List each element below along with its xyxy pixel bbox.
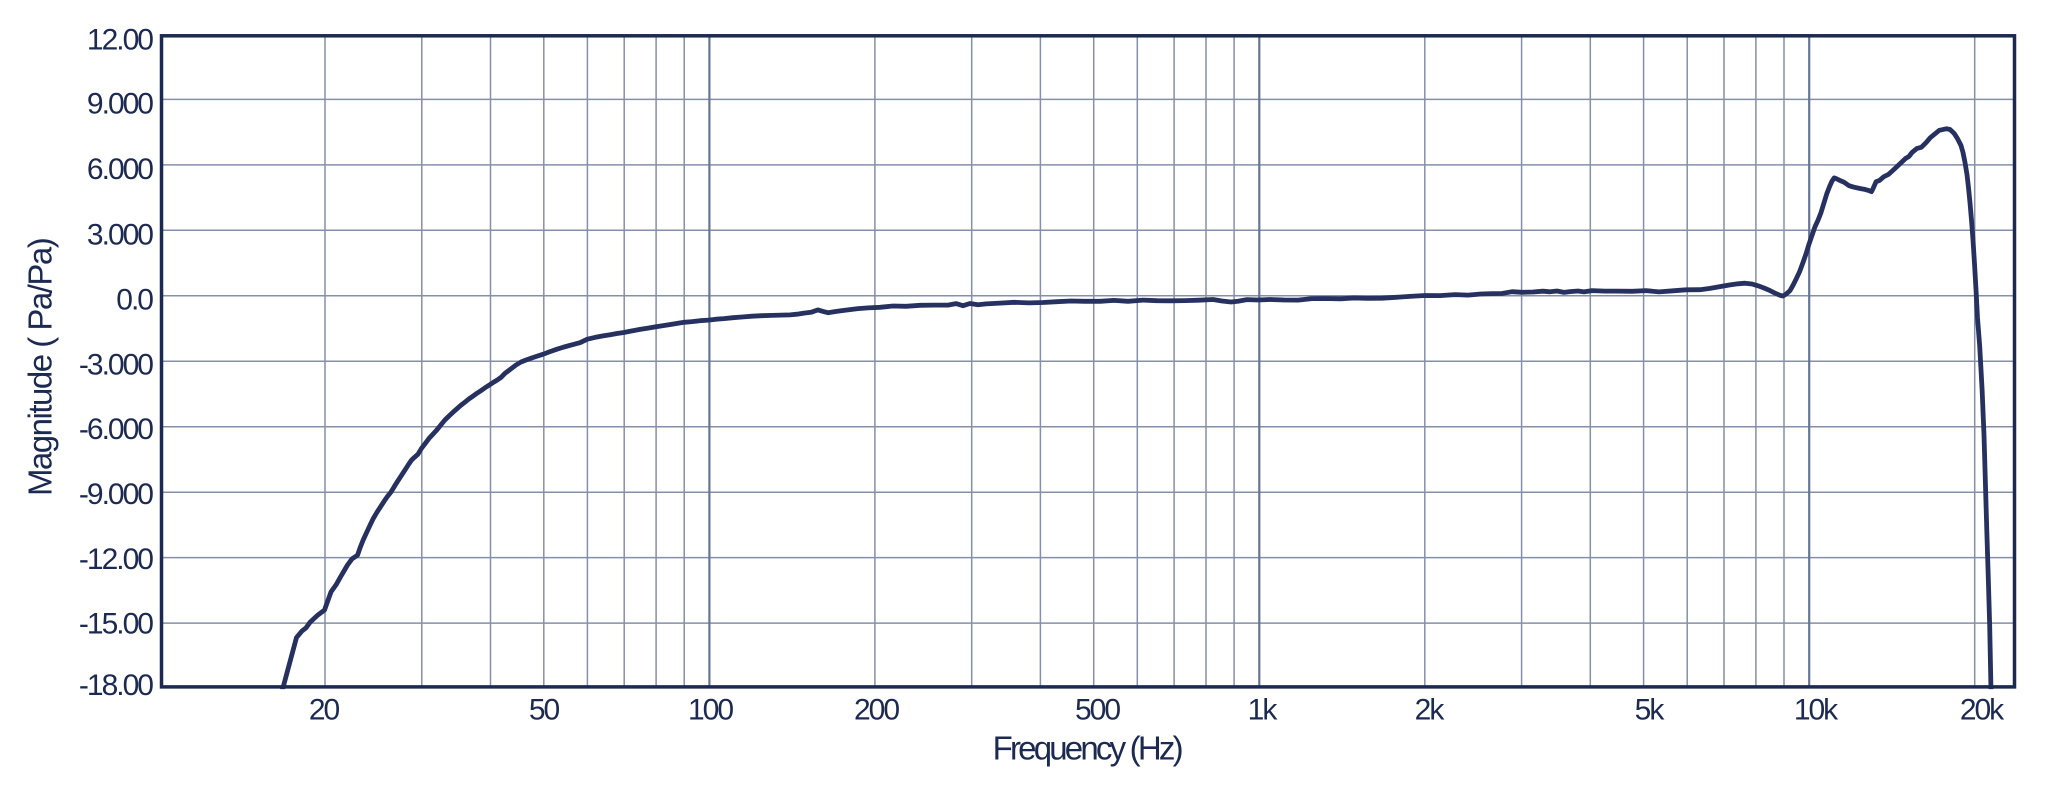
svg-text:-9.000: -9.000 bbox=[79, 478, 153, 511]
svg-text:50: 50 bbox=[529, 694, 560, 727]
svg-text:0.0: 0.0 bbox=[116, 284, 153, 317]
svg-text:-15.00: -15.00 bbox=[79, 608, 153, 641]
svg-text:-3.000: -3.000 bbox=[79, 349, 153, 382]
svg-text:100: 100 bbox=[688, 694, 733, 727]
svg-text:10k: 10k bbox=[1794, 694, 1839, 727]
svg-text:-6.000: -6.000 bbox=[79, 413, 153, 446]
svg-text:6.000: 6.000 bbox=[87, 153, 153, 186]
svg-text:12.00: 12.00 bbox=[87, 24, 153, 57]
svg-text:-12.00: -12.00 bbox=[79, 543, 153, 576]
svg-text:20: 20 bbox=[309, 694, 340, 727]
svg-text:9.000: 9.000 bbox=[87, 87, 153, 120]
svg-text:1k: 1k bbox=[1248, 694, 1279, 727]
svg-text:Frequency (Hz): Frequency (Hz) bbox=[993, 729, 1182, 766]
svg-text:5k: 5k bbox=[1635, 694, 1666, 727]
svg-text:Magnitude ( Pa/Pa): Magnitude ( Pa/Pa) bbox=[22, 239, 59, 496]
svg-text:2k: 2k bbox=[1415, 694, 1446, 727]
svg-text:500: 500 bbox=[1075, 694, 1120, 727]
svg-text:3.000: 3.000 bbox=[87, 218, 153, 251]
svg-text:200: 200 bbox=[854, 694, 899, 727]
svg-text:-18.00: -18.00 bbox=[79, 669, 153, 702]
svg-text:20k: 20k bbox=[1960, 694, 2005, 727]
